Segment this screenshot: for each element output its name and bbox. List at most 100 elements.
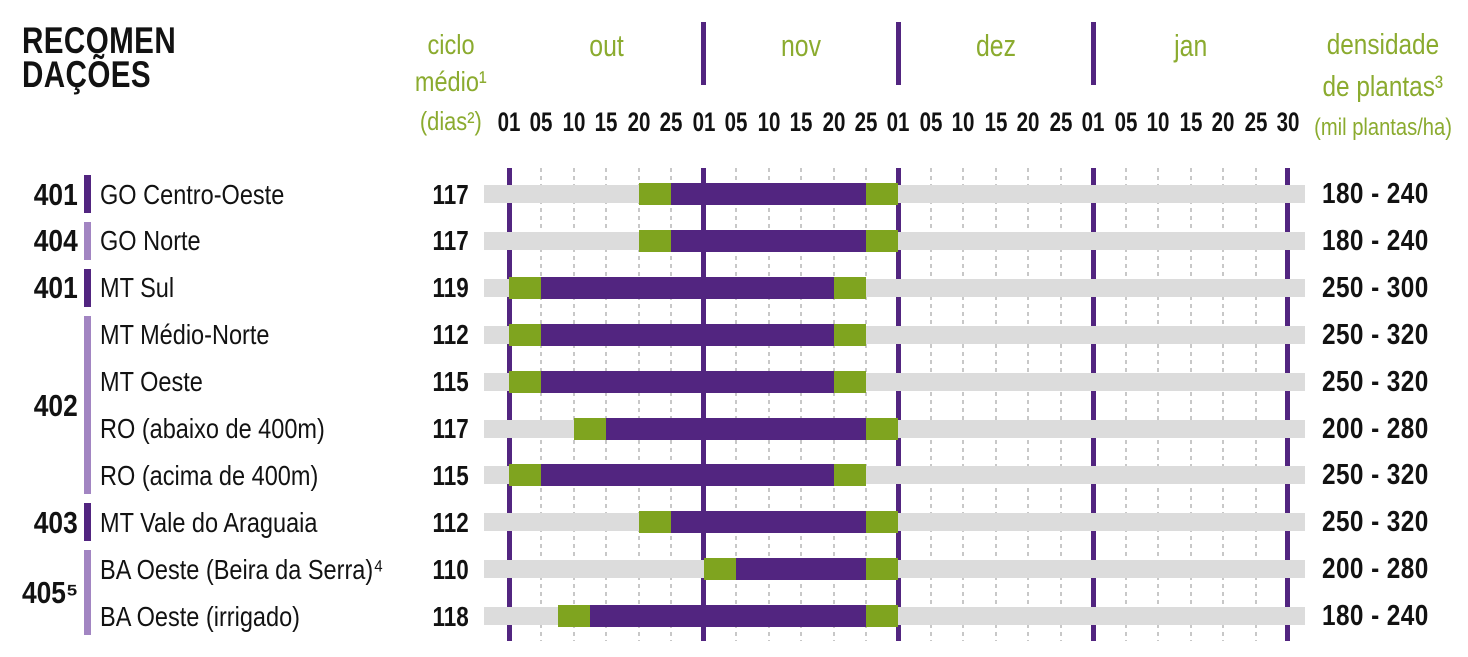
cycle-days-value: 110 [301,552,601,587]
window-end-segment [866,558,899,581]
group-code-label: 401 [0,175,78,214]
day-tick-label-text: 15 [789,107,813,137]
density-range-value: 200 - 280 [1322,411,1449,447]
window-start-segment [557,605,591,628]
window-end-segment [866,229,899,252]
window-end-segment [833,323,867,346]
group-code-label: 401 [0,268,78,307]
header-month-separator [701,22,707,85]
day-tick-label-text: 01 [497,107,521,137]
month-gridline [895,168,901,641]
day-gridline [572,168,575,641]
day-gridline [994,168,997,641]
group-indicator-bar [84,315,91,495]
header-month-separator [1090,22,1096,85]
region-label: MT Médio-Norte [100,317,302,352]
region-label-text: GO Norte [100,225,201,257]
density-range-value-text: 250 - 320 [1322,365,1429,398]
day-tick-label: 20 [489,105,789,139]
month-label-jan: jan [1041,26,1341,65]
day-tick-label: 01 [748,105,1048,139]
ideal-period-segment [736,558,867,581]
cycle-days-value-text: 117 [432,413,470,444]
group-indicator-bar [84,175,91,213]
region-label: GO Norte [100,223,220,258]
day-tick-label-text: 15 [1179,107,1203,137]
cycle-days-value-text: 110 [432,553,470,585]
day-tick-label-text: 01 [1081,107,1105,137]
group-code-label-text: 403 [34,504,78,540]
density-range-value-text: 180 - 240 [1322,178,1429,210]
ideal-period-segment [541,276,834,299]
density-range-value: 250 - 320 [1322,504,1449,540]
region-label: MT Sul [100,270,188,305]
day-tick-label-text: 10 [562,107,586,137]
ideal-period-segment [671,511,867,534]
day-tick-label-text: 10 [757,107,781,137]
day-tick-label: 15 [846,105,1146,139]
day-gridline [637,168,640,641]
density-range-value-text: 250 - 320 [1322,459,1429,492]
cycle-days-value-text: 115 [432,366,470,398]
cycle-header-text-2: médio¹ [415,66,487,97]
cycle-column-header-line-1: ciclo [301,28,601,62]
day-tick-label-text: 15 [984,107,1008,137]
month-gridline [1285,168,1291,641]
day-tick-label: 25 [911,105,1211,139]
group-code-label-text: 402 [34,387,78,423]
density-range-value-text: 180 - 240 [1322,600,1429,633]
cycle-column-header-line-2: médio¹ [301,65,601,99]
day-tick-label-text: 20 [627,107,651,137]
region-label-text: RO (acima de 400m) [100,459,319,491]
day-tick-label-text: 20 [822,107,845,137]
day-gridline [929,168,932,641]
ideal-period-segment [671,183,867,205]
density-range-value: 250 - 320 [1322,317,1449,353]
ideal-period-segment [541,323,834,346]
day-tick-label: 25 [521,105,821,139]
cycle-days-value: 115 [301,458,601,493]
window-start-segment [509,276,542,299]
group-code-label-text: 401 [34,270,78,306]
day-gridline [1222,168,1225,641]
day-tick-label: 15 [456,105,756,139]
group-indicator-bar [84,221,91,260]
month-label-dez-text: dez [975,27,1016,63]
day-tick-label: 05 [391,105,691,139]
density-range-value-text: 250 - 300 [1322,271,1429,304]
window-end-segment [866,605,899,628]
window-end-segment [866,183,899,205]
day-tick-label: 20 [684,105,984,139]
day-gridline [962,168,965,641]
day-gridline [670,168,673,641]
day-tick-label: 05 [976,105,1276,139]
month-gridline [701,168,707,641]
window-start-segment [509,464,542,487]
day-gridline [1157,168,1160,641]
density-range-value-text: 250 - 320 [1322,506,1429,539]
window-end-segment [866,417,899,440]
day-tick-label-text: 15 [594,107,618,137]
region-label-text: MT Vale do Araguaia [100,506,318,538]
group-code-label-text: 401 [34,176,78,212]
region-label: MT Oeste [100,364,222,399]
region-label-text: MT Sul [100,272,175,304]
day-tick-label: 10 [1008,105,1308,139]
density-range-value: 250 - 320 [1322,364,1449,400]
region-label: RO (acima de 400m) [100,458,360,493]
chart-title-line-1-text: RECOMEN [22,20,177,61]
ideal-period-segment [541,464,834,487]
density-range-value: 250 - 320 [1322,457,1449,493]
region-label-text: MT Médio-Norte [100,319,270,351]
region-label-text: BA Oeste (irrigado) [100,600,301,632]
ideal-period-segment [606,417,867,440]
day-tick-label-text: 25 [659,107,683,137]
month-gridline [1090,168,1096,641]
day-tick-label-text: 10 [1146,107,1170,137]
window-start-segment [573,417,607,440]
window-start-segment [509,370,542,393]
group-code-label-text: 404 [34,223,78,259]
cycle-days-value: 117 [301,177,601,212]
ideal-period-segment [671,229,867,252]
day-tick-label-text: 25 [854,107,878,137]
